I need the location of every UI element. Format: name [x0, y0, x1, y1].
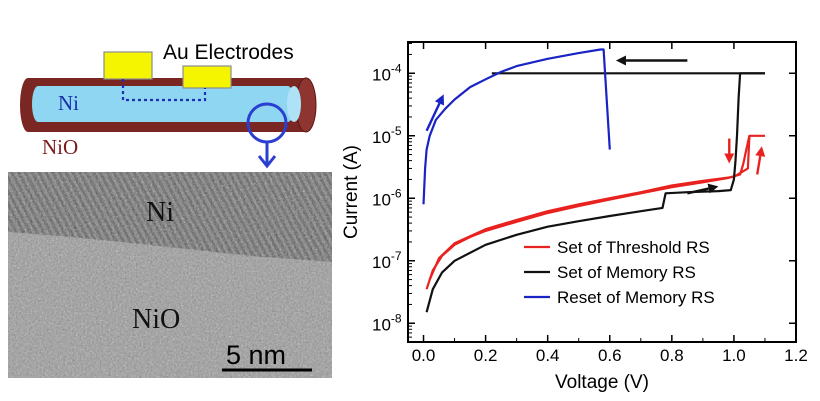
au-electrode-left [103, 51, 153, 80]
y-tick-label: 10-8 [372, 311, 402, 334]
y-tick-exponent: -7 [391, 249, 402, 263]
x-axis-ticks: 0.0 0.2 0.4 0.6 0.8 1.0 1.2 [412, 42, 808, 365]
y-tick-label: 10-7 [372, 249, 402, 272]
core-label: Ni [58, 91, 79, 115]
series-line [425, 72, 765, 313]
x-tick-label: 0.8 [660, 346, 684, 365]
zoom-arrow-head [257, 155, 277, 169]
current-path-dotted [121, 79, 207, 102]
x-axis-label: Voltage (V) [555, 372, 649, 393]
y-tick-exponent: -6 [391, 186, 402, 200]
iv-chart: 0.0 0.2 0.4 0.6 0.8 1.0 1.2 10-8 10-7 10-6 10-5 10… [341, 41, 808, 393]
direction-arrow-head [615, 55, 626, 66]
direction-arrow-head [707, 183, 719, 194]
legend-entry: Set of Memory RS [557, 263, 696, 282]
legend-entry: Reset of Memory RS [557, 288, 715, 307]
y-tick-label: 10-5 [372, 124, 402, 147]
y-tick-label: 10-4 [372, 61, 402, 84]
electrode-label: Au Electrodes [163, 41, 294, 64]
y-tick-label: 10-6 [372, 186, 402, 209]
x-tick-label: 0.6 [598, 346, 622, 365]
direction-arrows [425, 55, 766, 195]
y-tick-exponent: -4 [391, 61, 402, 75]
x-tick-label: 0.2 [474, 346, 498, 365]
legend: Set of Threshold RS Set of Memory RS Reset… [524, 238, 715, 307]
nanowire-schematic: Au Electrodes Ni NiO [20, 41, 317, 169]
series-line [422, 48, 611, 205]
y-tick-exponent: -5 [391, 124, 402, 138]
series-lines [422, 48, 765, 313]
direction-arrow-head [724, 153, 735, 164]
x-tick-label: 0.4 [536, 346, 560, 365]
plot-frame [407, 41, 797, 343]
direction-arrow-head [434, 94, 444, 106]
x-tick-label: 0.0 [412, 346, 436, 365]
ni-core [32, 86, 294, 122]
series-line [428, 135, 751, 281]
tem-nio-label: NiO [132, 304, 180, 335]
direction-arrow-head [755, 146, 766, 157]
legend-entry: Set of Threshold RS [557, 238, 710, 257]
x-tick-label: 1.0 [722, 346, 746, 365]
tem-ni-label: Ni [146, 197, 174, 228]
y-tick-exponent: -8 [391, 311, 402, 325]
direction-arrow-shaft [425, 102, 441, 132]
core-end-cap [287, 86, 301, 122]
au-electrode-right [182, 65, 232, 89]
y-axis-label: Current (A) [341, 145, 362, 239]
x-tick-label: 1.2 [784, 346, 808, 365]
shell-label: NiO [42, 135, 78, 159]
tem-image: Ni NiO 5 nm [8, 172, 332, 378]
direction-arrow-shaft [756, 155, 762, 175]
direction-arrow-shaft [687, 187, 709, 195]
scale-bar-label: 5 nm [226, 340, 286, 370]
